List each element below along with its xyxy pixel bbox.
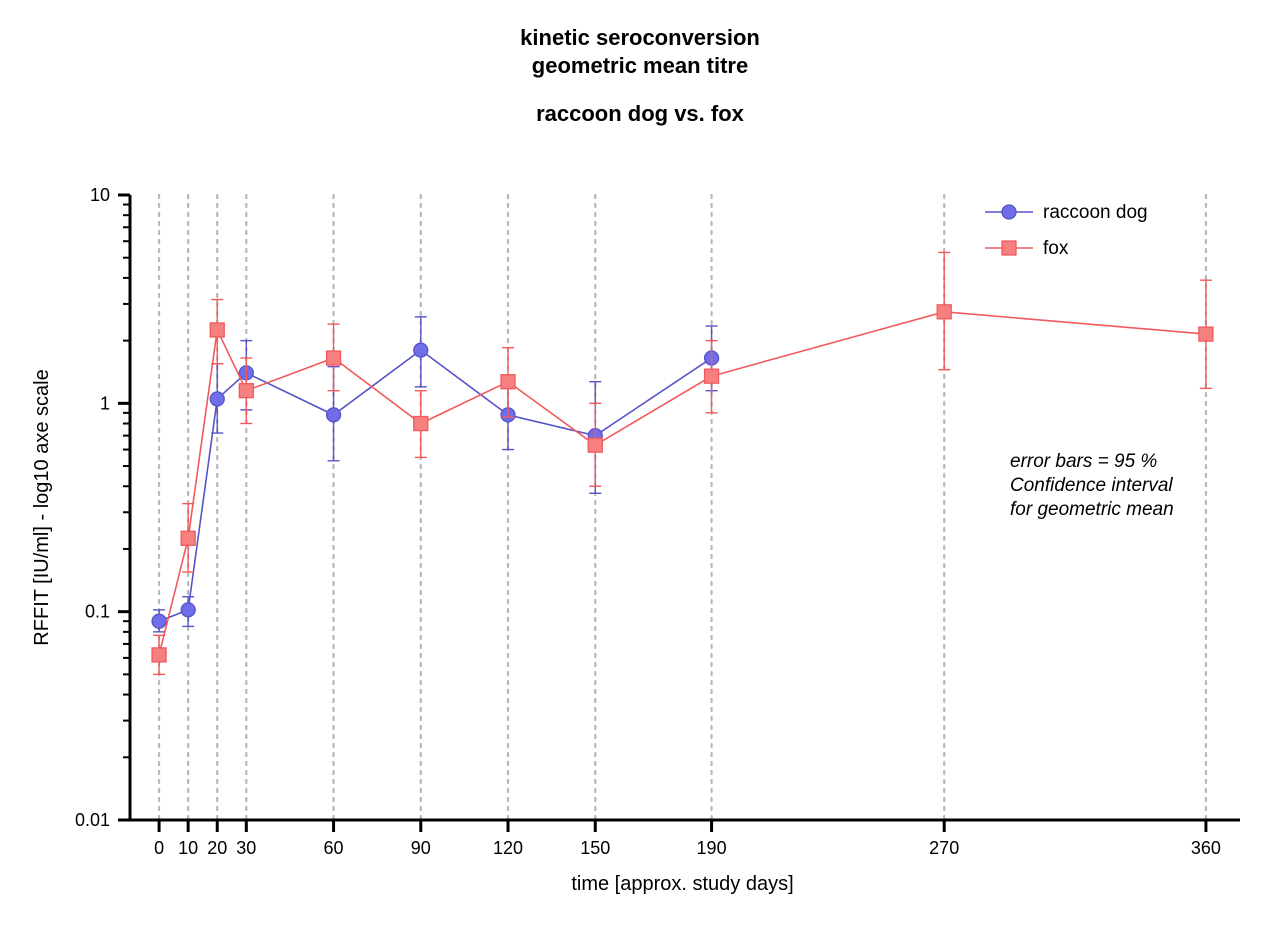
legend-label: fox (1043, 238, 1069, 259)
legend-marker-square (1002, 241, 1016, 255)
data-marker-square (937, 305, 951, 319)
data-marker-circle (414, 343, 428, 357)
data-marker-square (501, 375, 515, 389)
chart-container: kinetic seroconversion geometric mean ti… (0, 0, 1280, 947)
x-tick-label: 120 (493, 838, 523, 858)
y-tick-label: 0.1 (85, 602, 110, 622)
y-tick-label: 10 (90, 185, 110, 205)
data-marker-circle (152, 614, 166, 628)
data-marker-circle (181, 603, 195, 617)
x-tick-label: 0 (154, 838, 164, 858)
data-marker-circle (210, 392, 224, 406)
annotation-line: for geometric mean (1010, 499, 1174, 520)
legend-marker-circle (1002, 205, 1016, 219)
data-marker-circle (327, 408, 341, 422)
y-axis-label: RFFIT [IU/ml] - log10 axe scale (31, 369, 53, 645)
annotation-line: Confidence interval (1010, 475, 1173, 496)
x-tick-label: 150 (580, 838, 610, 858)
chart-svg: 0.01 0.1 1 10 0 10 20 30 60 90 120 150 190 270 360 RFFI… (0, 0, 1280, 947)
legend-label: raccoon dog (1043, 202, 1148, 223)
x-tick-label: 10 (178, 838, 198, 858)
x-tick-label: 90 (411, 838, 431, 858)
y-tick-label: 1 (100, 393, 110, 413)
annotation-line: error bars = 95 % (1010, 451, 1157, 472)
data-marker-square (1199, 327, 1213, 341)
data-marker-square (414, 417, 428, 431)
data-marker-square (588, 438, 602, 452)
data-marker-square (327, 351, 341, 365)
x-axis-label: time [approx. study days] (571, 873, 793, 895)
data-marker-square (181, 531, 195, 545)
x-tick-label: 190 (697, 838, 727, 858)
data-marker-square (210, 323, 224, 337)
x-tick-label: 60 (324, 838, 344, 858)
y-tick-label: 0.01 (75, 810, 110, 830)
data-marker-square (705, 369, 719, 383)
data-marker-square (239, 384, 253, 398)
x-tick-label: 20 (207, 838, 227, 858)
x-tick-label: 30 (236, 838, 256, 858)
x-tick-label: 270 (929, 838, 959, 858)
x-tick-label: 360 (1191, 838, 1221, 858)
data-marker-square (152, 648, 166, 662)
